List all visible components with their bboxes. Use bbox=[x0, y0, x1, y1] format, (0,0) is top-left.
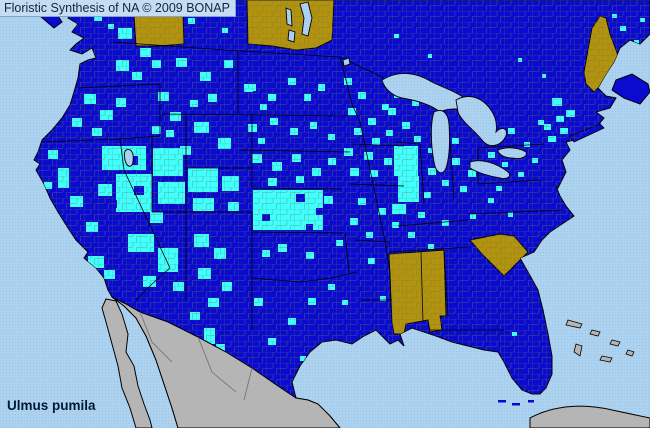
mexico-mainland bbox=[111, 296, 341, 428]
title-bar: Floristic Synthesis of NA © 2009 BONAP bbox=[0, 0, 236, 17]
baja-california bbox=[101, 298, 153, 428]
lakes bbox=[123, 1, 527, 179]
lake-huron bbox=[455, 96, 507, 146]
lake-winnipeg bbox=[299, 1, 313, 37]
great-salt-lake bbox=[123, 149, 134, 167]
lake-of-the-woods bbox=[342, 57, 351, 67]
lake-michigan bbox=[430, 110, 450, 174]
lake-ontario bbox=[497, 147, 527, 159]
lake-winnipegosis bbox=[285, 7, 293, 27]
gray-land bbox=[101, 296, 650, 428]
cuba bbox=[529, 405, 650, 428]
lake-manitoba bbox=[287, 29, 296, 43]
lake-erie bbox=[469, 160, 511, 179]
bahamas bbox=[565, 319, 635, 363]
map-title: Floristic Synthesis of NA © 2009 BONAP bbox=[4, 1, 230, 15]
state-borders bbox=[39, 41, 563, 331]
mexico-state-lines bbox=[139, 311, 253, 401]
species-label: Ulmus pumila bbox=[7, 398, 96, 413]
nova-scotia bbox=[611, 73, 650, 105]
florida-keys bbox=[498, 400, 534, 406]
